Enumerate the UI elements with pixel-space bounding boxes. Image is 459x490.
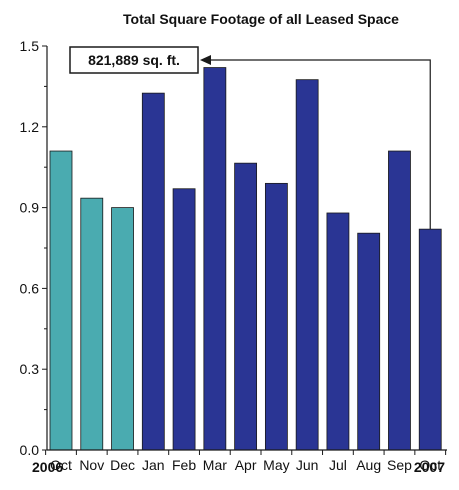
- x-tick-label: Jan: [142, 457, 165, 473]
- callout-arrowhead: [200, 55, 211, 65]
- x-axis: Oct Nov Dec Jan Feb Mar Apr May Jun Jul Aug Sep Oct: [45, 449, 447, 473]
- bar-oct: [418, 228, 442, 451]
- bar-may: [264, 182, 288, 451]
- bar-feb: [172, 188, 196, 451]
- x-tick-label: Mar: [203, 457, 227, 473]
- chart-title: Total Square Footage of all Leased Space: [123, 11, 399, 27]
- bar-aug: [357, 232, 381, 451]
- x-tick-label: Apr: [235, 457, 257, 473]
- bar-nov: [80, 197, 104, 451]
- x-tick-label: Oct: [50, 457, 72, 473]
- x-tick-label: Dec: [110, 457, 135, 473]
- y-tick-label: 0.9: [20, 200, 40, 216]
- bars: [49, 67, 442, 451]
- annotation-callout: 821,889 sq. ft.: [69, 46, 431, 230]
- callout-leader-line: [210, 59, 431, 230]
- callout-box: [69, 46, 199, 74]
- y-tick-label: 0.0: [20, 442, 40, 458]
- x-tick-label: Oct: [419, 457, 441, 473]
- x-tick-label: Jun: [296, 457, 319, 473]
- bar-mar: [203, 67, 227, 451]
- bar-dec: [111, 207, 134, 451]
- callout-label: 821,889 sq. ft.: [88, 52, 180, 68]
- bar-sep: [388, 150, 411, 451]
- x-tick-label: Sep: [387, 457, 412, 473]
- x-tick-label: May: [263, 457, 289, 473]
- year-label-end: 2007: [414, 459, 445, 475]
- bar-apr: [234, 162, 258, 451]
- x-tick-label: Jul: [329, 457, 347, 473]
- y-tick-label: 1.2: [20, 119, 40, 135]
- bar-oct: [49, 150, 73, 451]
- x-tick-label: Aug: [356, 457, 381, 473]
- x-tick-label: Feb: [172, 457, 196, 473]
- y-tick-label: 1.5: [20, 38, 40, 54]
- y-tick-label: 0.6: [20, 280, 40, 296]
- year-label-start: 2006: [32, 459, 63, 475]
- y-axis: 0.0 0.3 0.6 0.9 1.2 1.5: [20, 38, 48, 458]
- y-tick-label: 0.3: [20, 361, 40, 377]
- bar-jul: [326, 212, 350, 451]
- x-tick-label: Nov: [79, 457, 104, 473]
- bar-jan: [141, 92, 165, 451]
- bar-jun: [295, 79, 319, 451]
